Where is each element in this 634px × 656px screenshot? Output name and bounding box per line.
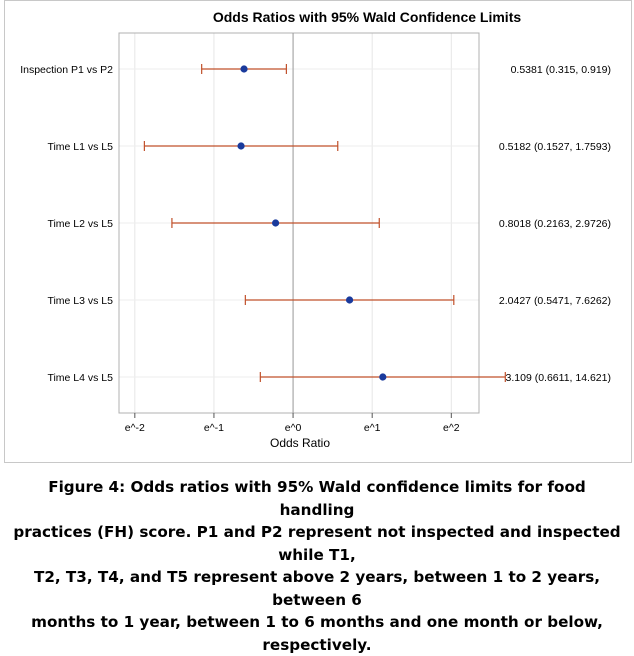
caption-line: respectively. [12, 634, 622, 656]
row-label: Time L4 vs L5 [47, 372, 113, 384]
odds-ratio-value-label: 3.109 (0.6611, 14.621) [506, 372, 611, 384]
odds-ratio-point [379, 373, 386, 380]
row-label: Time L3 vs L5 [47, 295, 113, 307]
chart-marks: Inspection P1 vs P2 0.5381 (0.315, 0.919)… [20, 64, 611, 384]
chart-title: Odds Ratios with 95% Wald Confidence Lim… [213, 9, 522, 25]
row-label: Inspection P1 vs P2 [20, 64, 113, 76]
odds-ratio-value-label: 0.8018 (0.2163, 2.9726) [499, 218, 611, 230]
odds-ratio-point [237, 142, 244, 149]
x-tick-label: e^-1 [204, 422, 224, 434]
odds-ratio-point [240, 65, 247, 72]
figure-caption: Figure 4: Odds ratios with 95% Wald conf… [12, 476, 622, 656]
x-tick-label: e^-2 [125, 422, 145, 434]
x-axis-label: Odds Ratio [270, 436, 330, 450]
odds-ratio-point [346, 296, 353, 303]
odds-ratio-value-label: 2.0427 (0.5471, 7.6262) [499, 295, 611, 307]
x-axis-ticks: e^-2 e^-1 e^0 e^1 e^2 [125, 413, 460, 434]
caption-line: months to 1 year, between 1 to 6 months … [12, 611, 622, 634]
x-tick-label: e^0 [285, 422, 302, 434]
caption-line: Figure 4: Odds ratios with 95% Wald conf… [12, 476, 622, 521]
row-label: Time L1 vs L5 [47, 141, 113, 153]
odds-ratio-value-label: 0.5381 (0.315, 0.919) [511, 64, 611, 76]
row-label: Time L2 vs L5 [47, 218, 113, 230]
caption-line: practices (FH) score. P1 and P2 represen… [12, 521, 622, 566]
x-tick-label: e^2 [443, 422, 460, 434]
caption-line: T2, T3, T4, and T5 represent above 2 yea… [12, 566, 622, 611]
odds-ratio-value-label: 0.5182 (0.1527, 1.7593) [499, 141, 611, 153]
odds-ratio-point [272, 219, 279, 226]
x-tick-label: e^1 [364, 422, 381, 434]
forest-plot: Inspection P1 vs P2 0.5381 (0.315, 0.919)… [0, 0, 634, 463]
